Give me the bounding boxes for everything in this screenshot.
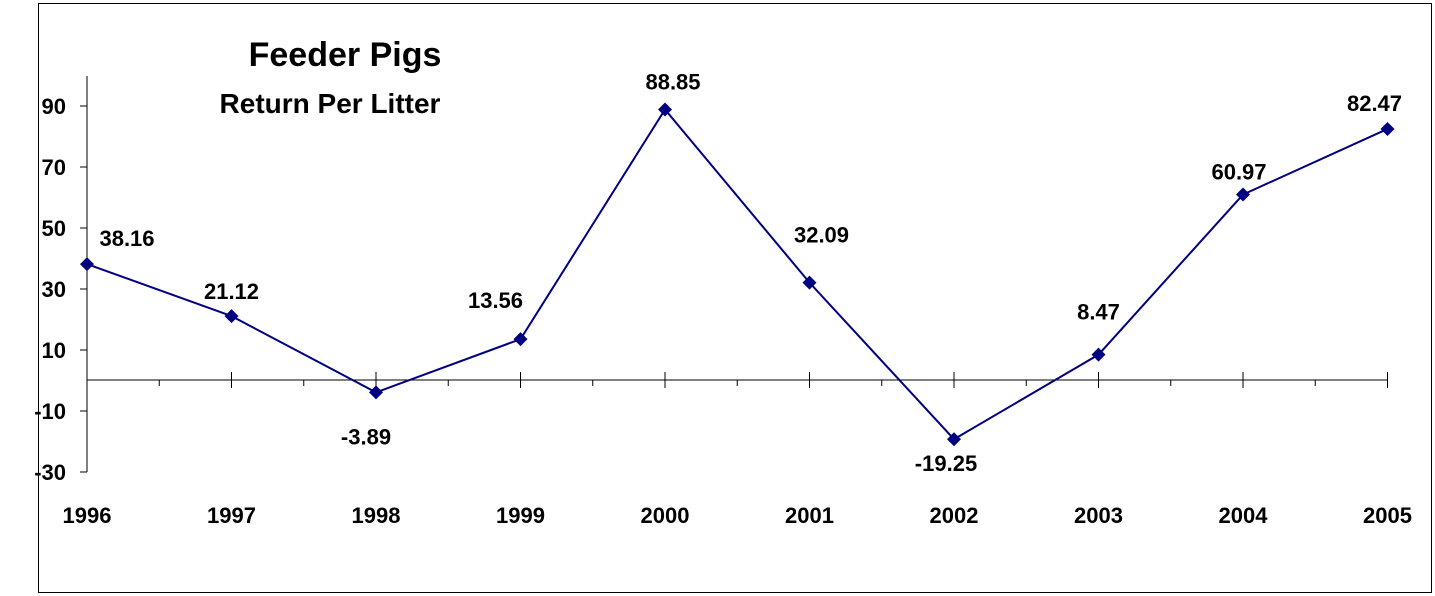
chart-title: Feeder Pigs xyxy=(249,36,442,74)
data-label: 88.85 xyxy=(645,70,700,95)
x-tick-label: 1999 xyxy=(496,503,545,528)
series-line xyxy=(86,107,1388,441)
data-point-marker xyxy=(369,385,383,400)
data-label: 13.56 xyxy=(468,288,523,313)
data-label: 60.97 xyxy=(1211,160,1266,185)
data-label: 38.16 xyxy=(99,226,154,251)
x-tick-label: 1996 xyxy=(63,503,112,528)
y-tick-label: -30 xyxy=(34,460,66,485)
data-labels: 38.16 21.12 -3.89 13.56 88.85 32.09 -19.25 8.47… xyxy=(99,70,1402,477)
x-tick-label: 2000 xyxy=(641,503,690,528)
data-point-marker xyxy=(1380,121,1395,136)
data-label: 82.47 xyxy=(1347,91,1402,116)
x-tick-label: 1998 xyxy=(352,503,401,528)
data-point-marker xyxy=(658,102,672,117)
y-tick-label: 70 xyxy=(42,155,66,180)
data-label: 8.47 xyxy=(1077,300,1120,325)
data-label: -3.89 xyxy=(341,424,391,449)
y-axis-tick-labels: 90 70 50 30 10 -10 -30 xyxy=(34,94,66,485)
x-tick-label: 2005 xyxy=(1363,503,1412,528)
y-tick-label: 90 xyxy=(42,94,66,119)
y-tick-label: -10 xyxy=(34,399,66,424)
data-point-marker xyxy=(513,332,528,347)
series-polyline xyxy=(86,107,1388,441)
x-tick-label: 2004 xyxy=(1219,503,1269,528)
chart-subtitle: Return Per Litter xyxy=(220,88,441,119)
data-label: 32.09 xyxy=(794,223,849,248)
y-tick-label: 10 xyxy=(42,338,66,363)
data-point-marker xyxy=(80,257,94,272)
data-label: 21.12 xyxy=(204,279,259,304)
y-tick-label: 30 xyxy=(42,277,66,302)
x-tick-label: 2002 xyxy=(930,503,979,528)
x-tick-label: 2001 xyxy=(785,503,834,528)
x-tick-label: 1997 xyxy=(207,503,256,528)
chart-frame xyxy=(38,3,1432,593)
data-point-marker xyxy=(224,309,239,324)
series-markers xyxy=(80,102,1395,447)
data-point-marker xyxy=(802,275,817,290)
data-label: -19.25 xyxy=(915,451,977,476)
data-point-marker xyxy=(1236,187,1250,202)
data-point-marker xyxy=(947,432,961,447)
x-tick-label: 2003 xyxy=(1074,503,1123,528)
x-axis-tick-labels: 1996 1997 1998 1999 2000 2001 2002 2003 2004 2005 xyxy=(63,503,1412,528)
data-point-marker xyxy=(1091,347,1106,362)
axes xyxy=(80,76,1388,473)
y-tick-label: 50 xyxy=(42,216,66,241)
